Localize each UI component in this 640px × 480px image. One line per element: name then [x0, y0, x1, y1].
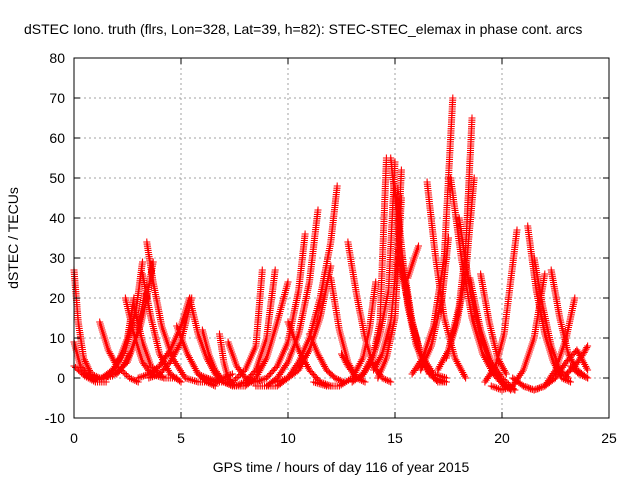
data-series	[404, 242, 422, 282]
data-point-markers	[305, 330, 348, 386]
y-tick-label: 60	[49, 130, 65, 146]
data-series	[231, 278, 292, 390]
x-tick-label: 25	[601, 430, 617, 446]
data-point-markers	[481, 226, 521, 386]
data-point-markers	[173, 322, 219, 390]
y-tick-label: 0	[57, 370, 65, 386]
axis-ticks: 0 5 10 15 20 25 -10 0 10 20 30 40 50 60 70 80	[45, 50, 617, 446]
data-point-markers	[404, 242, 422, 282]
data-series	[305, 330, 348, 386]
plot-frame	[73, 57, 610, 419]
y-tick-label: 70	[49, 90, 65, 106]
data-series	[173, 322, 219, 390]
data-point-markers	[284, 318, 335, 390]
y-tick-label: 10	[49, 330, 65, 346]
data-series	[284, 318, 335, 390]
x-tick-label: 10	[280, 430, 296, 446]
y-tick-label: 20	[49, 290, 65, 306]
data-series	[567, 362, 592, 382]
data-point-markers	[203, 266, 266, 386]
x-tick-label: 0	[70, 430, 78, 446]
data-point-markers	[567, 362, 592, 382]
data-series	[203, 266, 266, 386]
data-point-markers	[231, 278, 292, 390]
y-tick-label: 40	[49, 210, 65, 226]
data-point-markers	[530, 254, 572, 382]
x-tick-label: 20	[494, 430, 510, 446]
y-tick-label: -10	[45, 410, 65, 426]
x-tick-label: 15	[387, 430, 403, 446]
y-tick-label: 80	[49, 50, 65, 66]
data-series	[530, 254, 572, 382]
y-tick-label: 50	[49, 170, 65, 186]
y-axis-title: dSTEC / TECUs	[5, 187, 21, 289]
chart-title: dSTEC Iono. truth (flrs, Lon=328, Lat=39…	[24, 21, 582, 37]
x-tick-label: 5	[177, 430, 185, 446]
data-series	[481, 226, 521, 386]
y-tick-label: 30	[49, 250, 65, 266]
x-axis-title: GPS time / hours of day 116 of year 2015	[213, 459, 470, 475]
data-points	[70, 94, 592, 394]
